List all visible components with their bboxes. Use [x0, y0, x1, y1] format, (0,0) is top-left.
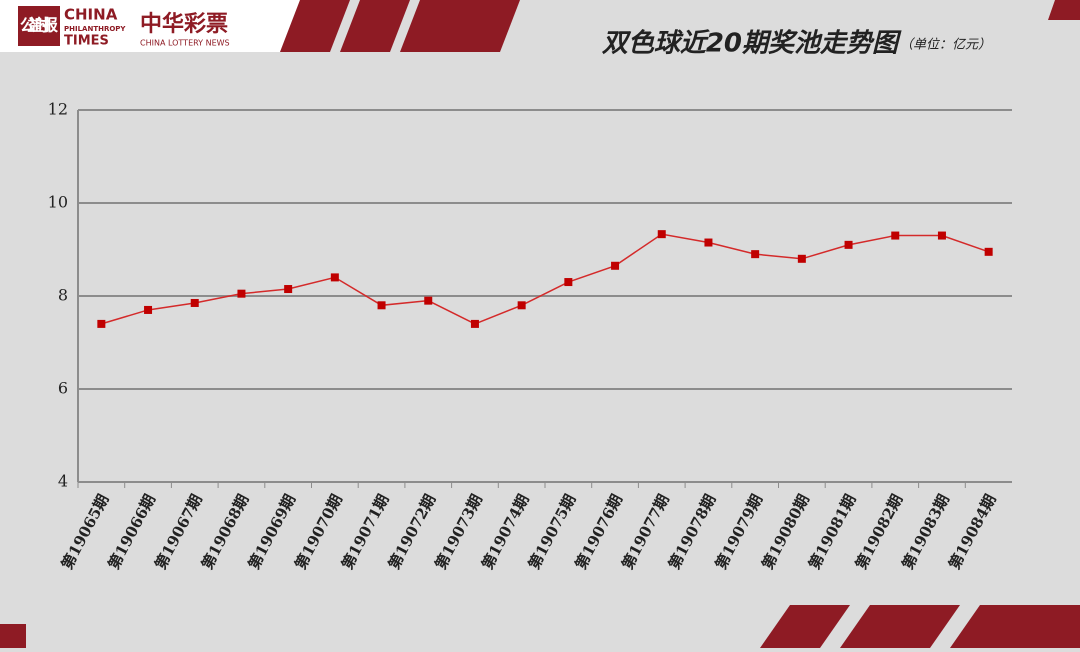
logo-box	[18, 6, 60, 46]
logo-en: PHILANTHROPY	[64, 25, 126, 33]
point	[937, 231, 946, 240]
logo-en: TIMES	[64, 34, 109, 49]
point	[891, 231, 900, 240]
y-tick-label: 12	[48, 100, 68, 119]
logo-en: CHINA	[64, 6, 118, 24]
point	[377, 301, 386, 310]
stripe	[950, 605, 1080, 648]
point	[611, 261, 620, 270]
point	[144, 305, 153, 314]
stripe	[760, 605, 850, 648]
line	[101, 233, 989, 325]
point	[284, 285, 293, 294]
point	[97, 319, 106, 328]
point	[984, 247, 993, 256]
logo-cn: 公益时报	[20, 16, 58, 35]
stripe	[840, 605, 960, 648]
y-tick-label: 6	[58, 379, 68, 398]
point	[517, 301, 526, 310]
point	[470, 319, 479, 328]
stripe	[400, 0, 520, 52]
brand-en: CHINA LOTTERY NEWS	[140, 39, 230, 48]
point	[657, 230, 666, 239]
y-tick-label: 10	[48, 193, 68, 212]
y-tick-label: 8	[58, 286, 68, 305]
stripe	[280, 0, 350, 52]
point	[704, 238, 713, 247]
point	[190, 298, 199, 307]
point	[424, 296, 433, 305]
point	[330, 273, 339, 282]
chart-title: 双色球近20期奖池走势图	[602, 29, 902, 59]
stripe	[1048, 0, 1080, 20]
y-tick-label: 4	[58, 472, 68, 491]
point	[844, 240, 853, 249]
stripe	[340, 0, 410, 52]
point	[797, 254, 806, 263]
point	[751, 250, 760, 259]
chart-subtitle: （单位：亿元）	[900, 37, 991, 53]
logo-band	[0, 0, 300, 52]
corner	[0, 624, 26, 648]
brand-cn: 中华彩票	[140, 11, 228, 37]
point	[564, 278, 573, 287]
point	[237, 289, 246, 298]
